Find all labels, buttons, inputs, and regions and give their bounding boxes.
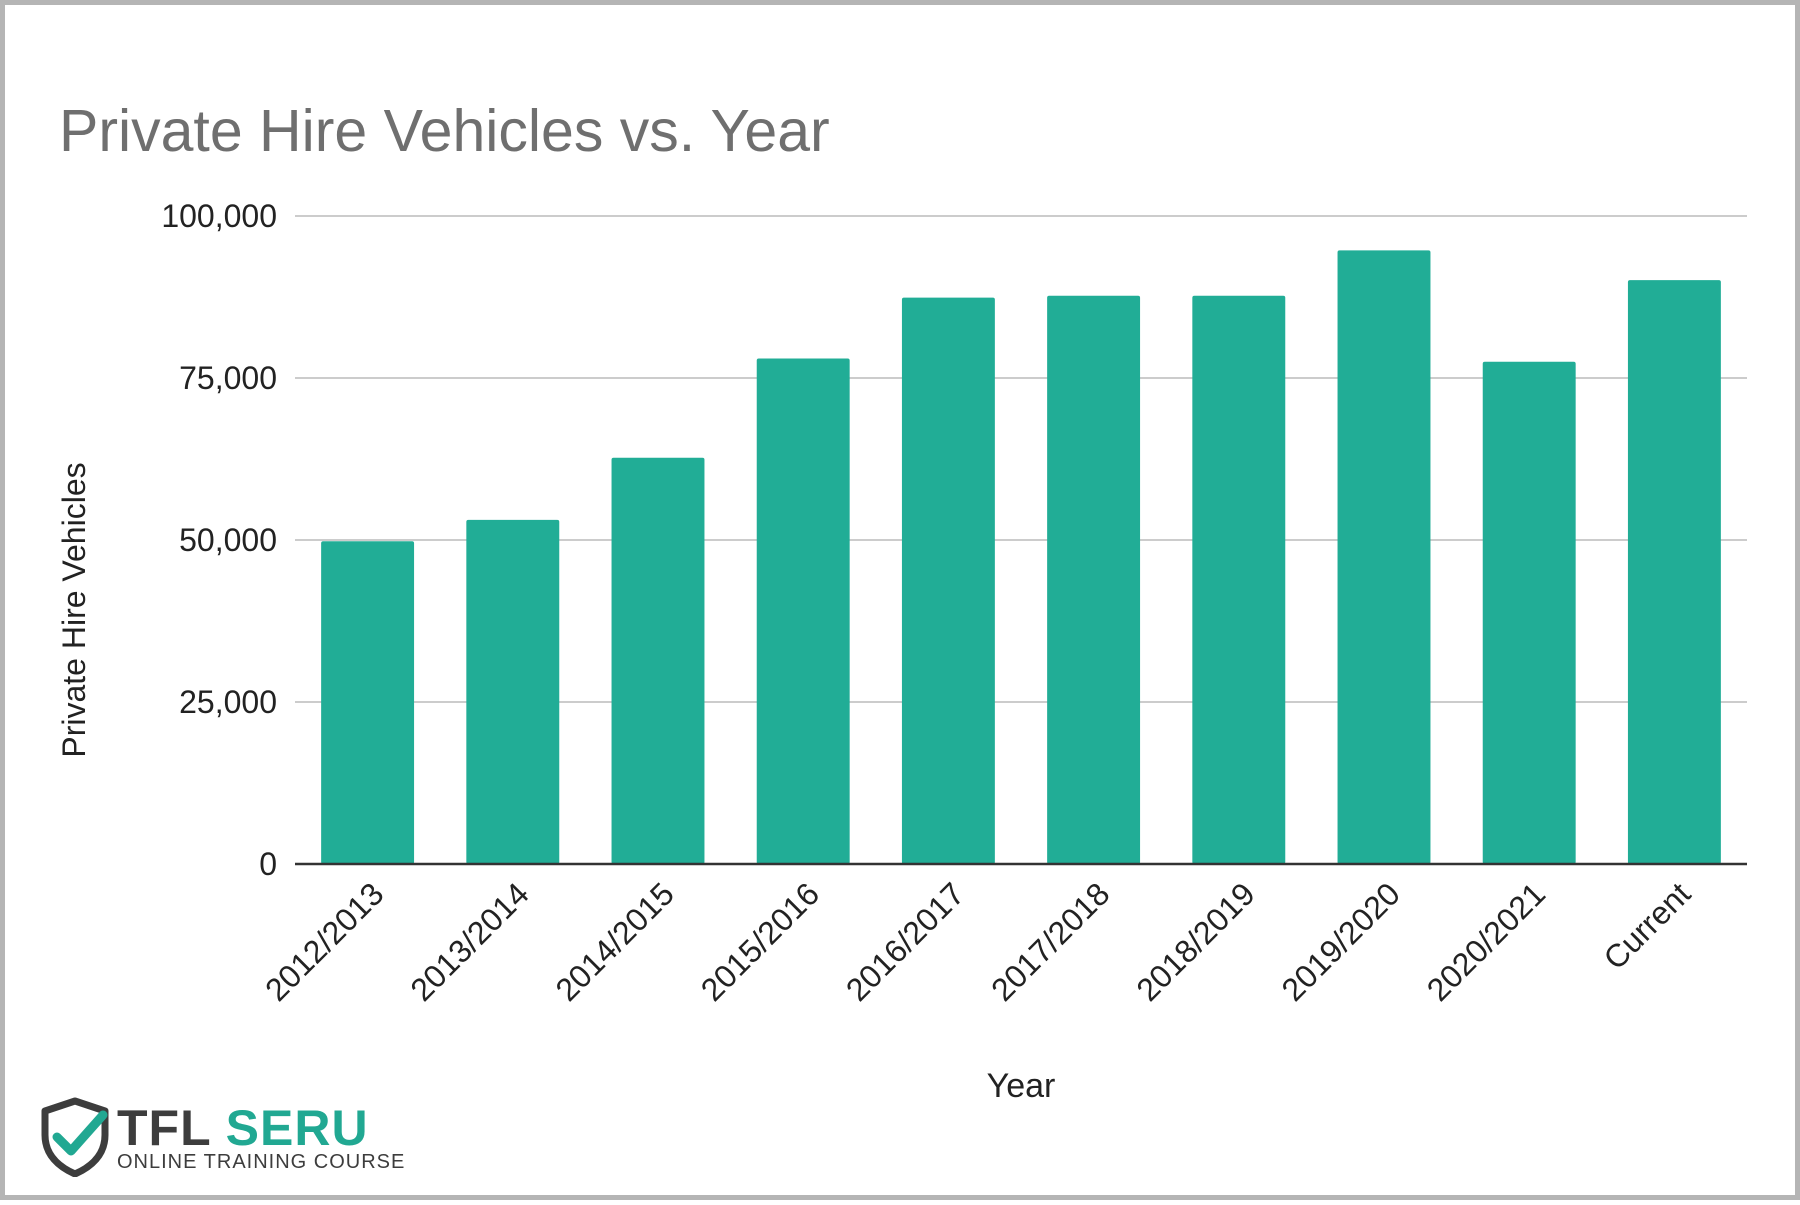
logo-brand-seru: SERU (225, 1100, 369, 1156)
bar (1482, 361, 1576, 864)
x-tick-label: 2015/2016 (694, 875, 826, 1007)
bar (1192, 295, 1286, 865)
y-tick-label: 50,000 (179, 522, 277, 558)
tfl-seru-logo: TFL SERU ONLINE TRAINING COURSE (39, 1097, 404, 1177)
y-tick-label: 0 (259, 846, 277, 882)
bar (611, 457, 705, 864)
bar (1627, 280, 1721, 865)
logo-wordmark: TFL SERU (117, 1099, 369, 1157)
y-axis-title: Private Hire Vehicles (56, 462, 92, 757)
x-tick-label: 2014/2015 (549, 875, 681, 1007)
chart-title: Private Hire Vehicles vs. Year (59, 98, 830, 164)
bar (1047, 295, 1141, 865)
y-tick-label: 100,000 (161, 198, 277, 234)
x-axis-title: Year (987, 1067, 1056, 1105)
x-tick-label: 2018/2019 (1129, 875, 1261, 1007)
y-tick-label: 25,000 (179, 684, 277, 720)
x-tick-label: Current (1596, 875, 1697, 976)
bar (756, 358, 850, 864)
shield-check-icon (41, 1097, 109, 1177)
x-tick-label: 2019/2020 (1275, 875, 1407, 1007)
x-tick-label: 2016/2017 (839, 875, 971, 1007)
logo-subtitle: ONLINE TRAINING COURSE (117, 1151, 406, 1173)
bar (901, 297, 995, 864)
bar (321, 541, 415, 864)
x-tick-label: 2017/2018 (984, 875, 1116, 1007)
x-tick-label: 2020/2021 (1420, 875, 1552, 1007)
logo-brand-tfl: TFL (117, 1100, 211, 1156)
bar-chart: 0 25,000 50,000 75,000 100,000 2012/2013 2013/… (56, 198, 1747, 1105)
x-tick-label: 2013/2014 (403, 875, 535, 1007)
x-tick-label: 2012/2013 (258, 875, 390, 1007)
bar (1337, 250, 1431, 864)
y-tick-label: 75,000 (179, 360, 277, 396)
bar (466, 519, 560, 864)
